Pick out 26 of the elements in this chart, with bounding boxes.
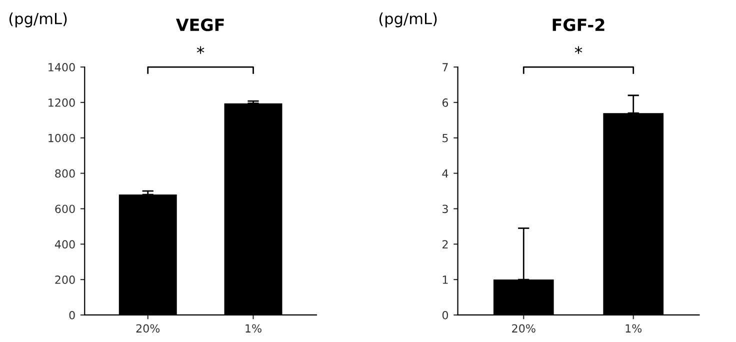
y-tick-label: 2	[442, 240, 448, 248]
y-tick-label: 1000	[48, 134, 75, 142]
x-tick-label: 20%	[512, 324, 536, 333]
x-tick-label: 20%	[136, 324, 160, 333]
y-tick-label: 4	[442, 169, 448, 178]
y-tick-label: 600	[55, 204, 75, 214]
y-tick-label: 1400	[48, 63, 75, 72]
x-tick-label: 1%	[246, 324, 262, 333]
y-axis-title: (pg/mL)	[9, 12, 67, 28]
y-tick-label: 6	[442, 98, 448, 107]
text: *	[196, 46, 204, 54]
y-tick-label: 3	[442, 204, 448, 214]
text: *	[574, 46, 582, 54]
chart-title: FGF-2	[552, 18, 604, 32]
y-tick-label: 1200	[48, 98, 75, 107]
chart-title: VEGF	[176, 18, 224, 32]
y-tick-label: 5	[442, 134, 448, 142]
y-tick-label: 400	[54, 240, 75, 249]
y-tick-label: 0	[442, 310, 448, 320]
y-tick-label: 800	[55, 169, 75, 178]
x-tick-label: 1%	[626, 324, 642, 333]
y-tick-label: 200	[55, 276, 75, 284]
y-axis-title: (pg/mL)	[379, 12, 437, 28]
y-tick-label: 0	[69, 310, 75, 320]
y-tick-label: 1	[442, 276, 448, 284]
y-tick-label: 7	[442, 63, 448, 72]
